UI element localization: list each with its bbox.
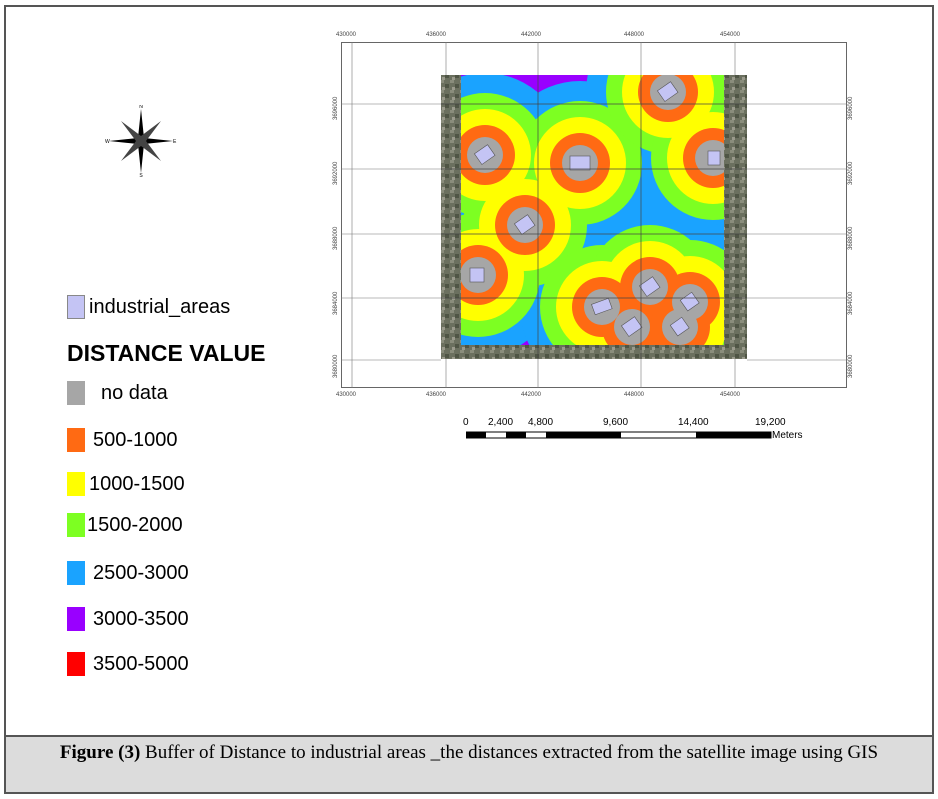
- x-tick-bottom: 436000: [426, 392, 447, 398]
- legend-swatch: [67, 428, 85, 452]
- legend-item: 2500-3000: [67, 561, 189, 585]
- legend-label: 1500-2000: [87, 513, 183, 536]
- y-tick-right: 3688000: [848, 226, 854, 250]
- x-tick-bottom: 454000: [720, 392, 741, 398]
- caption-text: Buffer of Distance to industrial areas _…: [140, 742, 879, 763]
- legend-swatch: [67, 513, 85, 537]
- caption-figure-number: Figure (3): [59, 742, 141, 763]
- legend-heading: DISTANCE VALUE: [67, 340, 266, 366]
- scale-label: 4,800: [528, 417, 554, 428]
- y-tick-left: 3684000: [333, 291, 339, 315]
- legend-swatch: [67, 607, 85, 631]
- scale-label: 14,400: [678, 417, 709, 428]
- y-tick-right: 3696000: [848, 96, 854, 120]
- legend-swatch: [67, 561, 85, 585]
- y-tick-right: 3684000: [848, 291, 854, 315]
- legend-label: 3000-3500: [93, 607, 189, 630]
- map-frame: [341, 42, 847, 388]
- compass-w: W: [105, 139, 110, 145]
- legend-swatch: [67, 472, 85, 496]
- y-tick-left: 3680000: [333, 354, 339, 378]
- legend-label: no data: [101, 381, 168, 404]
- y-tick-right: 3680000: [848, 354, 854, 378]
- compass-e: E: [173, 139, 177, 145]
- y-tick-left: 3692000: [333, 161, 339, 185]
- y-tick-left: 3688000: [333, 226, 339, 250]
- compass-s: S: [139, 173, 143, 177]
- compass-rose: N S W E: [105, 105, 177, 177]
- scale-unit: Meters: [772, 430, 803, 441]
- x-tick-bottom: 448000: [624, 392, 645, 398]
- legend-item: 3000-3500: [67, 607, 189, 631]
- scale-label: 2,400: [488, 417, 514, 428]
- legend-label: 3500-5000: [93, 652, 189, 675]
- graticule: [341, 42, 847, 388]
- scale-label: 9,600: [603, 417, 629, 428]
- x-tick-top: 442000: [521, 32, 542, 38]
- legend-industrial-areas: industrial_areas: [67, 295, 230, 319]
- legend-item: 1500-2000: [67, 513, 183, 537]
- legend-label: 500-1000: [93, 428, 178, 451]
- y-tick-left: 3696000: [333, 96, 339, 120]
- legend-item: 500-1000: [67, 428, 178, 452]
- scale-label: 19,200: [755, 417, 786, 428]
- x-tick-top: 430000: [336, 32, 357, 38]
- scale-bar: [466, 431, 772, 439]
- legend-item: 1000-1500: [67, 472, 185, 496]
- x-tick-top: 454000: [720, 32, 741, 38]
- legend-swatch: [67, 381, 85, 405]
- legend-label: 2500-3000: [93, 561, 189, 584]
- x-tick-bottom: 442000: [521, 392, 542, 398]
- x-tick-top: 436000: [426, 32, 447, 38]
- compass-n: N: [139, 105, 143, 110]
- y-tick-right: 3692000: [848, 161, 854, 185]
- legend-industrial-label: industrial_areas: [89, 295, 231, 318]
- x-tick-top: 448000: [624, 32, 645, 38]
- industrial-swatch: [67, 295, 85, 319]
- x-tick-bottom: 430000: [336, 392, 357, 398]
- figure-caption: Figure (3) Buffer of Distance to industr…: [4, 735, 934, 794]
- buffer-map: [441, 75, 747, 359]
- legend-swatch: [67, 652, 85, 676]
- scale-label: 0: [463, 417, 469, 428]
- legend-label: 1000-1500: [89, 472, 185, 495]
- legend-item: 3500-5000: [67, 652, 189, 676]
- legend-item: no data: [67, 381, 168, 405]
